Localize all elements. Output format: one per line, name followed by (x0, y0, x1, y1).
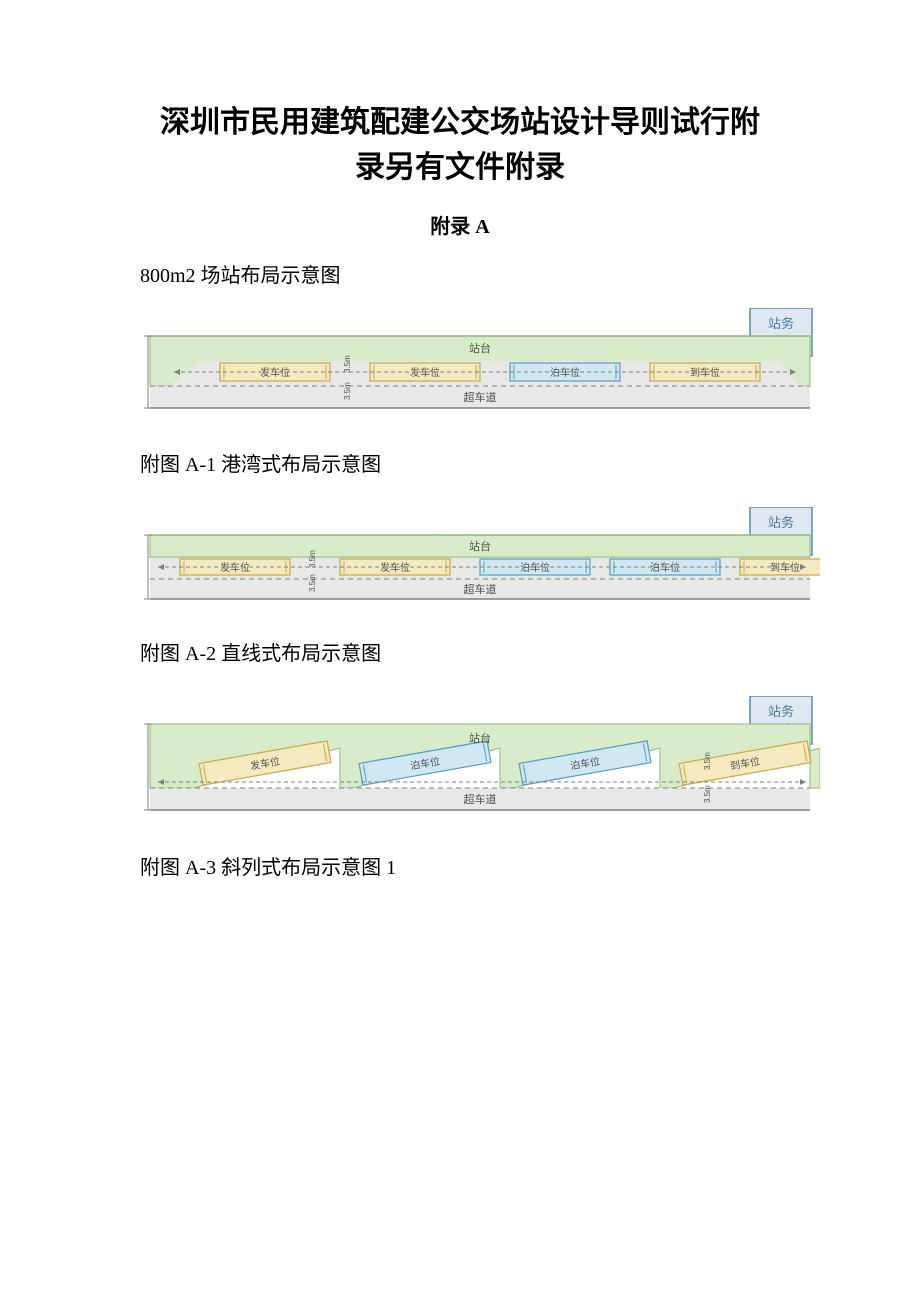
svg-text:3.5m: 3.5m (308, 550, 317, 568)
title-line-1: 深圳市民用建筑配建公交场站设计导则试行附 (160, 106, 760, 139)
figure-a3: 站务用房发车位泊车位泊车位到车位站台超车道3.5m3.5m (140, 696, 820, 831)
lead-caption: 800m2 场站布局示意图 (140, 259, 850, 288)
figure-a2-svg: 站务用房发车位发车位泊车位泊车位到车位站台超车道3.5m3.5m (140, 507, 820, 617)
figure-a1-caption: 附图 A-1 港湾式布局示意图 (140, 448, 850, 477)
title-line-2: 录另有文件附录 (355, 151, 565, 184)
figure-a2-caption: 附图 A-2 直线式布局示意图 (140, 637, 850, 666)
svg-text:3.5m: 3.5m (343, 355, 352, 373)
figure-a1-svg: 站务用房发车位发车位泊车位到车位站台超车道3.5m3.5m (140, 308, 820, 428)
svg-text:3.5m: 3.5m (343, 382, 352, 400)
svg-text:站务: 站务 (768, 316, 794, 331)
svg-text:超车道: 超车道 (464, 792, 497, 806)
document-page: 深圳市民用建筑配建公交场站设计导则试行附 录另有文件附录 附录 A 800m2 … (0, 0, 920, 950)
svg-text:站务: 站务 (768, 704, 794, 719)
appendix-heading: 附录 A (70, 210, 850, 239)
figure-a2: www.bdocx.com 站务用房发车位发车位泊车位泊车位到车位站台超车道3.… (140, 507, 820, 617)
document-title: 深圳市民用建筑配建公交场站设计导则试行附 录另有文件附录 (70, 100, 850, 190)
svg-text:站台: 站台 (469, 731, 491, 745)
svg-text:站台: 站台 (469, 341, 491, 355)
figure-a3-caption: 附图 A-3 斜列式布局示意图 1 (140, 851, 850, 880)
svg-text:超车道: 超车道 (464, 390, 497, 404)
svg-text:3.5m: 3.5m (308, 574, 317, 592)
svg-text:超车道: 超车道 (464, 582, 497, 596)
figure-a3-svg: 站务用房发车位泊车位泊车位到车位站台超车道3.5m3.5m (140, 696, 820, 831)
svg-text:3.5m: 3.5m (703, 752, 712, 770)
svg-text:站务: 站务 (768, 515, 794, 530)
svg-text:3.5m: 3.5m (703, 785, 712, 803)
figure-a1: 站务用房发车位发车位泊车位到车位站台超车道3.5m3.5m (140, 308, 820, 428)
svg-text:站台: 站台 (469, 539, 491, 553)
